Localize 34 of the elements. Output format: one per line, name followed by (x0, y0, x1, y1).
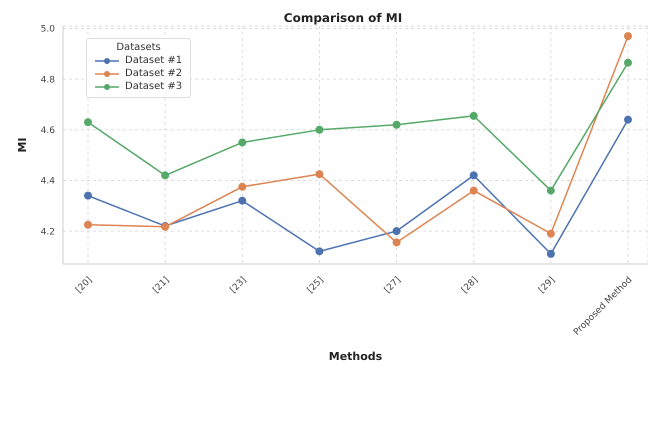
y-tick-label: 5.0 (40, 24, 56, 35)
point (392, 227, 401, 236)
x-axis-title: Methods (328, 350, 383, 363)
point (84, 192, 92, 200)
point (315, 170, 324, 178)
point (238, 182, 246, 191)
point (392, 120, 401, 129)
point (624, 116, 632, 124)
y-axis-title: MI (16, 137, 29, 153)
legend-label: Dataset #1 (125, 55, 182, 66)
point (624, 58, 632, 67)
point (470, 171, 478, 180)
y-tick-label: 4.4 (40, 176, 56, 187)
point (238, 196, 246, 205)
chart-title: Comparison of MI (282, 11, 404, 25)
point (392, 238, 401, 246)
legend-label: Dataset #3 (125, 81, 182, 92)
y-tick-label: 4.2 (40, 227, 55, 238)
point (546, 250, 555, 258)
point (84, 118, 92, 126)
y-tick-label: 4.6 (40, 126, 56, 136)
point (470, 112, 478, 120)
y-tick-label: 4.8 (40, 75, 56, 86)
point (161, 171, 170, 180)
point (238, 138, 246, 146)
point (84, 220, 92, 229)
point (546, 230, 555, 238)
point (470, 186, 478, 195)
point (624, 32, 632, 40)
legend-title: Datasets (115, 42, 162, 53)
legend-label: Dataset #2 (125, 68, 182, 79)
point (546, 186, 555, 195)
point (315, 247, 324, 256)
point (315, 126, 324, 134)
